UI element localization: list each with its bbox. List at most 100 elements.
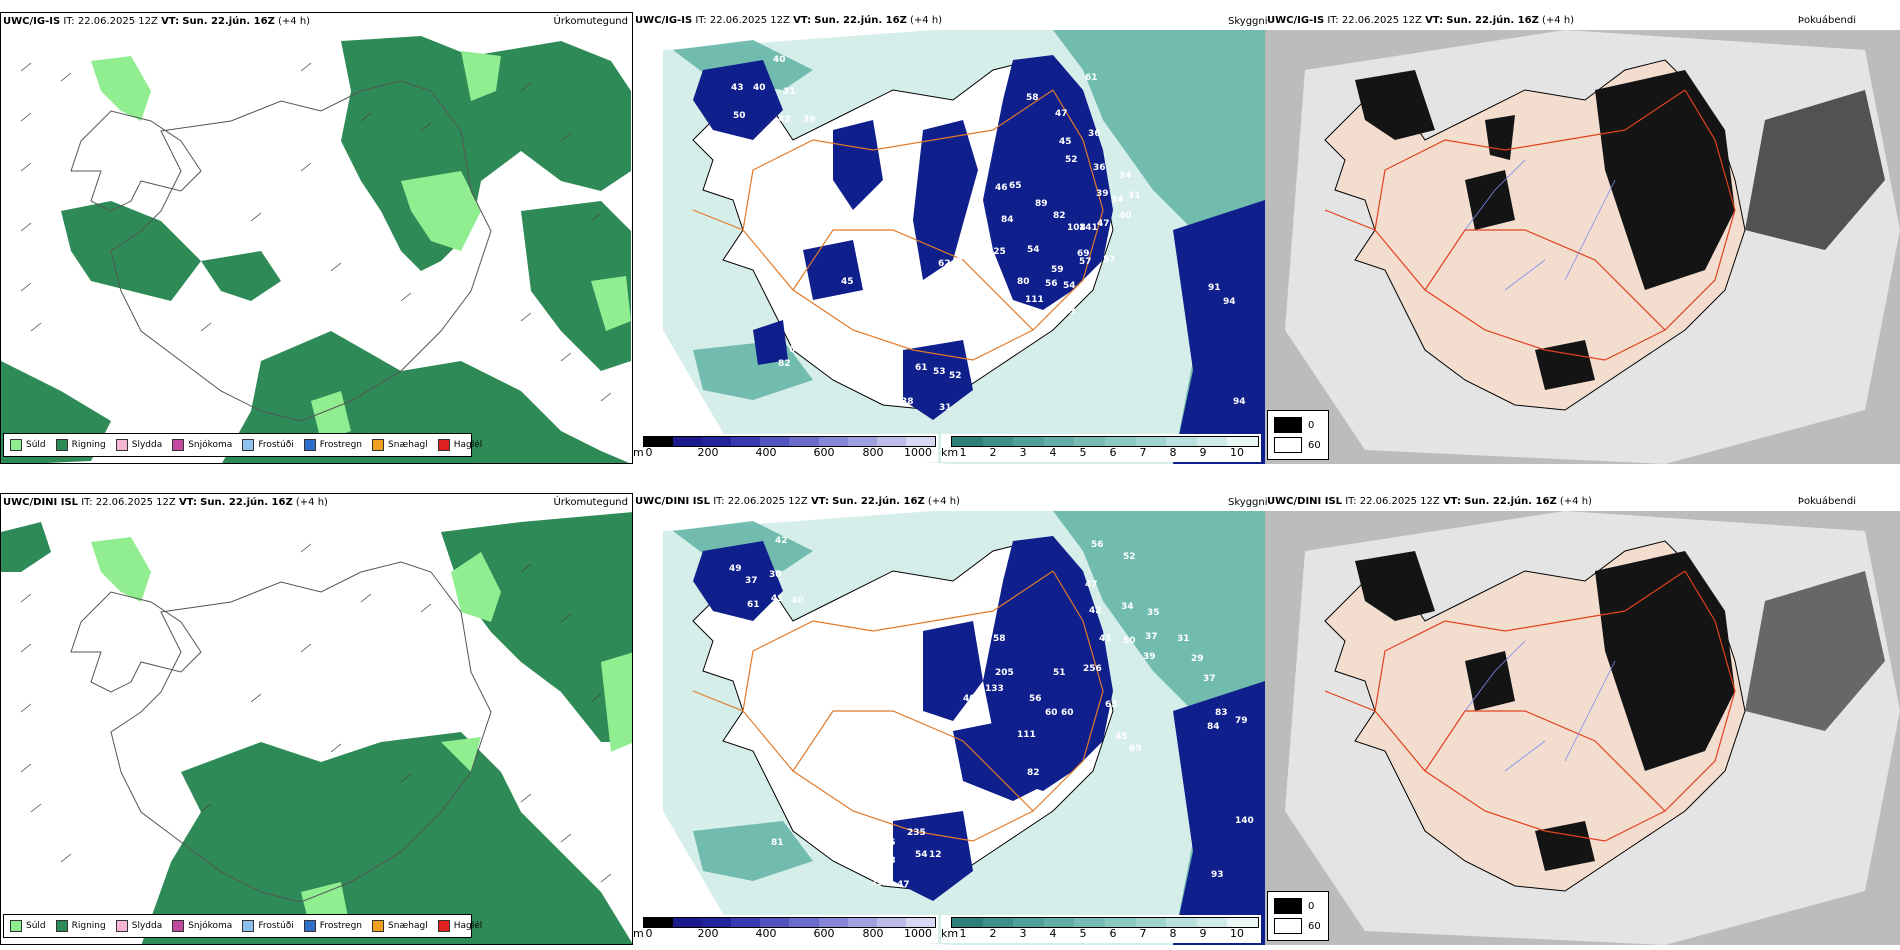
colorbar-tick: 8 [1169, 446, 1177, 459]
legend-swatch [115, 920, 128, 932]
cloud-base-value: 61 [789, 345, 802, 355]
legend-swatch [437, 920, 450, 932]
colorbar-tick: 4 [1049, 446, 1057, 459]
cloud-base-value: 84 [1207, 722, 1220, 732]
cloud-base-value: 30 [819, 826, 832, 836]
colorbar-tick: 9 [1199, 446, 1207, 459]
cloud-base-value: 37 [1203, 674, 1216, 684]
cloud-base-value: 47 [1097, 219, 1110, 229]
cloud-base-value: 82 [1053, 211, 1066, 221]
cloud-base-value: 45 [841, 277, 854, 287]
panel-header: UWC/IG-IS IT: 22.06.2025 12Z VT: Sun. 22… [1, 13, 632, 31]
legend-item: Frostregn [303, 439, 362, 451]
cloud-base-value: 69 [1129, 744, 1142, 754]
cloud-base-value: 93 [1211, 870, 1224, 880]
colorbar-tick: 2 [989, 927, 997, 940]
cloud-base-value: 40 [773, 55, 786, 65]
colorbar-tick: 10 [1230, 446, 1244, 459]
valid-time: Sun. 22.jún. 16Z [182, 16, 275, 27]
cloud-base-value: 63 [1063, 307, 1076, 317]
cloud-base-value: 29 [871, 878, 884, 888]
lead-time: (+4 h) [295, 497, 328, 508]
colorbar-unit: m [633, 446, 644, 459]
precip-type-legend: Súld Rigning Slydda Snjókoma Frostúði Fr… [3, 914, 482, 938]
cloud-base-value: 45 [1115, 732, 1128, 742]
cloud-base-value: 31 [939, 403, 952, 413]
cloud-base-value: 235 [907, 828, 926, 838]
panel-header: UWC/DINI ISL IT: 22.06.2025 12Z VT: Sun.… [633, 493, 1265, 511]
cloud-base-value: 47 [1085, 580, 1098, 590]
fog-map [1265, 30, 1900, 464]
cloud-base-value: 256 [1083, 664, 1102, 674]
top-precip-panel: UWC/IG-IS IT: 22.06.2025 12Z VT: Sun. 22… [0, 12, 633, 464]
legend-item: Rigning [55, 920, 106, 932]
colorbar-tick: 7 [1139, 446, 1147, 459]
colorbar-tick: 4 [1049, 927, 1057, 940]
wind-barbs [20, 543, 612, 883]
model-name: UWC/DINI ISL [635, 496, 711, 507]
cloud-base-value: 43 [731, 83, 744, 93]
panel-header: UWC/IG-IS IT: 22.06.2025 12Z VT: Sun. 22… [1265, 12, 1900, 30]
legend-swatch [115, 439, 128, 451]
cloud-base-value: 56 [1091, 540, 1104, 550]
legend-item: Snæhagl [372, 920, 428, 932]
init-time: 22.06.2025 12Z [77, 16, 158, 27]
fog-index-legend: 0 60 [1267, 410, 1329, 460]
legend-item: Haglél [437, 439, 482, 451]
legend-swatch [242, 439, 255, 451]
cloud-base-value: 141 [1079, 223, 1098, 233]
init-time: 22.06.2025 12Z [1359, 496, 1440, 507]
legend-swatch [372, 439, 385, 451]
top-cloud-panel: UWC/IG-IS IT: 22.06.2025 12Z VT: Sun. 22… [633, 12, 1265, 464]
cloud-base-value: 46 [995, 183, 1008, 193]
cloud-base-value: 50 [1123, 636, 1136, 646]
lead-time: (+4 h) [910, 15, 943, 26]
cloud-base-value: 84 [1001, 215, 1014, 225]
cloud-base-value: 57 [1079, 257, 1092, 267]
cloud-base-value: 38 [901, 397, 914, 407]
cloud-base-colorbar: m 0 200 400 600 800 1000 [633, 915, 938, 943]
road-network [1324, 89, 1736, 361]
cloud-base-value: 61 [1085, 73, 1098, 83]
cloud-base-colorbar: m 0 200 400 600 800 1000 [633, 434, 938, 462]
cloud-base-value: 50 [733, 111, 746, 121]
legend-swatch [372, 920, 385, 932]
colorbar-tick: 9 [1199, 927, 1207, 940]
cloud-base-value: 57 [1103, 255, 1116, 265]
precip-map [1, 31, 632, 463]
panel-title: Þokuábendi [1797, 15, 1856, 26]
legend-item: Frostúði [242, 920, 294, 932]
cloud-base-value: 54 [915, 850, 928, 860]
cloud-base-value: 51 [1053, 668, 1066, 678]
cloud-base-value: 34 [1111, 195, 1124, 205]
cloud-base-value: 47 [897, 880, 910, 890]
cloud-base-value: 82 [778, 359, 791, 369]
cloud-base-value: 37 [745, 576, 758, 586]
cloud-base-value: 47 [957, 253, 970, 263]
road-network [692, 570, 1104, 842]
model-name: UWC/IG-IS [3, 16, 61, 27]
cloud-base-value: 111 [1017, 730, 1036, 740]
valid-time: Sun. 22.jún. 16Z [200, 497, 293, 508]
legend-swatch [1274, 898, 1302, 914]
legend-swatch [1274, 417, 1302, 433]
cloud-base-value: 58 [1026, 93, 1039, 103]
legend-item: Frostregn [303, 920, 362, 932]
rivers [1464, 159, 1616, 291]
cloud-base-value: 56 [1045, 279, 1058, 289]
legend-item: Slydda [115, 920, 162, 932]
colorbar-tick: 400 [755, 446, 777, 459]
cloud-base-value: 108 [1067, 223, 1086, 233]
legend-swatch [303, 920, 316, 932]
panel-title: Úrkomutegund [553, 497, 628, 508]
colorbar-tick: 200 [697, 446, 719, 459]
cloud-base-value: 61 [747, 600, 760, 610]
cloud-base-value: 12 [929, 850, 942, 860]
legend-item: Súld [10, 439, 46, 451]
colorbar-tick: 8 [1169, 927, 1177, 940]
lead-time: (+4 h) [1542, 15, 1575, 26]
cloud-base-value: 69 [1077, 249, 1090, 259]
cloud-base-value: 31 [783, 87, 796, 97]
colorbar-gradient [951, 436, 1259, 447]
cloud-base-value: 53 [933, 367, 946, 377]
